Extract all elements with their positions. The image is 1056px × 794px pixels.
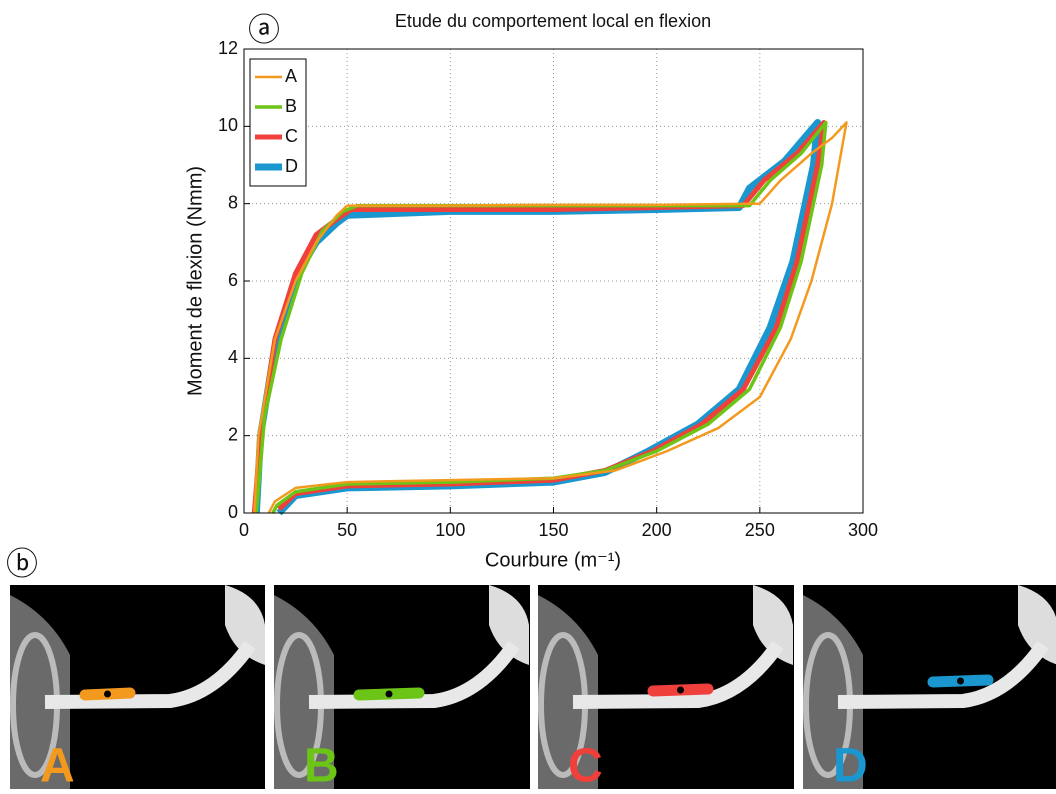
- x-tick-label: 150: [538, 520, 568, 540]
- plot-frame: [243, 48, 864, 514]
- legend-label: C: [285, 126, 298, 146]
- y-tick-label: 12: [218, 38, 238, 58]
- x-tick-label: 250: [745, 520, 775, 540]
- legend-label: D: [285, 156, 298, 176]
- x-tick-label: 0: [239, 520, 249, 540]
- x-tick-label: 50: [337, 520, 357, 540]
- y-tick-label: 10: [218, 115, 238, 135]
- photo-beam: [308, 640, 520, 709]
- photo-clamp: [225, 585, 265, 665]
- photo-beam: [44, 640, 256, 709]
- photo-clamp: [753, 585, 793, 665]
- y-axis-label: Moment de flexion (Nmm): [184, 166, 206, 396]
- photo-panel: D: [803, 585, 1056, 793]
- y-tick-label: 4: [228, 347, 238, 367]
- photo-beam: [572, 640, 784, 709]
- photo-label: B: [304, 740, 339, 789]
- photo-panel: C: [538, 585, 794, 793]
- photo-label: C: [568, 740, 603, 789]
- photo-clamp: [1018, 585, 1056, 665]
- y-tick-label: 0: [228, 502, 238, 522]
- photo-clamp: [489, 585, 529, 665]
- photo-dot: [677, 686, 684, 694]
- y-tick-label: 6: [228, 270, 238, 290]
- panel-label: ⓑ: [6, 545, 38, 581]
- y-tick-label: 8: [228, 192, 238, 212]
- panel-label: ⓐ: [248, 11, 280, 47]
- legend-label: B: [285, 96, 297, 116]
- photo-label: A: [40, 740, 75, 789]
- chart-title: Etude du comportement local en flexion: [395, 11, 711, 31]
- photo-dot: [104, 690, 111, 698]
- photo-dot: [385, 690, 393, 698]
- legend-label: A: [285, 66, 297, 86]
- x-axis-label: Courbure (m⁻¹): [485, 549, 621, 571]
- photo-label: D: [833, 740, 868, 789]
- photo-panel: B: [274, 585, 530, 793]
- x-tick-label: 100: [435, 520, 465, 540]
- x-tick-label: 300: [848, 520, 878, 540]
- series-line: [253, 121, 848, 514]
- photo-dot: [957, 677, 964, 685]
- x-tick-label: 200: [642, 520, 672, 540]
- photo-panel: A: [10, 585, 265, 793]
- y-tick-label: 2: [228, 424, 238, 444]
- photo-beam: [837, 640, 1049, 709]
